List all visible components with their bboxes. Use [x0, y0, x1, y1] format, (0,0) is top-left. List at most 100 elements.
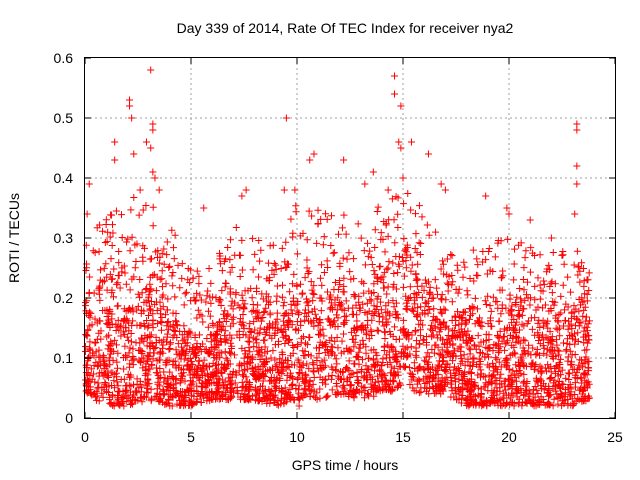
data-point — [318, 297, 326, 305]
data-point — [524, 317, 532, 325]
data-point — [307, 278, 315, 286]
data-point — [371, 243, 379, 251]
data-point — [586, 317, 594, 325]
data-point — [159, 344, 167, 352]
data-point — [228, 379, 236, 387]
data-point — [318, 281, 326, 289]
data-point — [557, 355, 565, 363]
data-point — [437, 265, 445, 273]
data-point — [253, 315, 261, 323]
data-point — [412, 347, 420, 355]
data-point — [158, 319, 166, 327]
data-point — [413, 249, 421, 257]
data-point — [85, 377, 93, 385]
data-point — [477, 385, 485, 393]
data-point — [367, 297, 375, 305]
data-point — [261, 349, 269, 357]
data-point — [345, 357, 353, 365]
data-point — [353, 353, 361, 361]
data-point — [512, 361, 520, 369]
data-point — [448, 350, 456, 358]
data-point — [203, 363, 211, 371]
data-point — [473, 305, 481, 313]
data-point — [310, 361, 318, 369]
data-point — [124, 370, 132, 378]
data-point — [179, 347, 187, 355]
data-point — [144, 297, 152, 305]
data-point — [163, 322, 171, 330]
data-point — [286, 317, 294, 325]
data-point — [135, 211, 143, 219]
data-point — [571, 350, 579, 358]
data-point — [282, 238, 290, 246]
data-point — [321, 340, 329, 348]
data-point — [543, 351, 551, 359]
data-point — [303, 264, 311, 272]
data-point — [96, 358, 104, 366]
data-point — [273, 309, 281, 317]
data-point — [366, 247, 374, 255]
data-point — [578, 259, 586, 267]
data-point — [470, 304, 478, 312]
data-point — [166, 386, 174, 394]
data-point — [218, 267, 226, 275]
data-point — [82, 266, 90, 274]
data-point — [295, 386, 303, 394]
data-point — [334, 344, 342, 352]
data-point — [106, 233, 114, 241]
data-point — [392, 285, 400, 293]
data-point — [373, 351, 381, 359]
data-point — [388, 195, 396, 203]
data-point — [130, 150, 138, 158]
data-point — [264, 323, 272, 331]
data-point — [149, 120, 157, 128]
data-point — [533, 378, 541, 386]
data-point — [320, 363, 328, 371]
data-point — [556, 332, 564, 340]
data-point — [535, 397, 543, 405]
data-point — [327, 343, 335, 351]
data-point — [193, 343, 201, 351]
data-point — [152, 364, 160, 372]
data-point — [319, 325, 327, 333]
data-point — [338, 224, 346, 232]
data-point — [554, 382, 562, 390]
data-point — [490, 341, 498, 349]
data-point — [555, 377, 563, 385]
data-point — [475, 319, 483, 327]
data-point — [443, 279, 451, 287]
data-point — [248, 392, 256, 400]
data-point — [216, 296, 224, 304]
data-point — [490, 395, 498, 403]
data-point — [371, 382, 379, 390]
data-point — [109, 392, 117, 400]
data-point — [305, 333, 313, 341]
data-point — [145, 291, 153, 299]
data-point — [149, 271, 157, 279]
data-point — [428, 346, 436, 354]
data-point — [424, 150, 432, 158]
data-point — [454, 308, 462, 316]
data-point — [401, 363, 409, 371]
data-point — [114, 364, 122, 372]
data-point — [102, 380, 110, 388]
data-point — [515, 326, 523, 334]
data-point — [367, 373, 375, 381]
data-point — [293, 250, 301, 258]
data-point — [565, 376, 573, 384]
data-point — [136, 186, 144, 194]
data-point — [264, 293, 272, 301]
data-point — [181, 290, 189, 298]
data-point — [241, 391, 249, 399]
data-point — [482, 330, 490, 338]
data-point — [288, 373, 296, 381]
data-point — [407, 267, 415, 275]
data-point — [481, 383, 489, 391]
data-point — [163, 333, 171, 341]
data-point — [547, 234, 555, 242]
data-point — [370, 302, 378, 310]
data-point — [260, 336, 268, 344]
data-point — [460, 351, 468, 359]
data-point — [108, 242, 116, 250]
data-point — [531, 383, 539, 391]
